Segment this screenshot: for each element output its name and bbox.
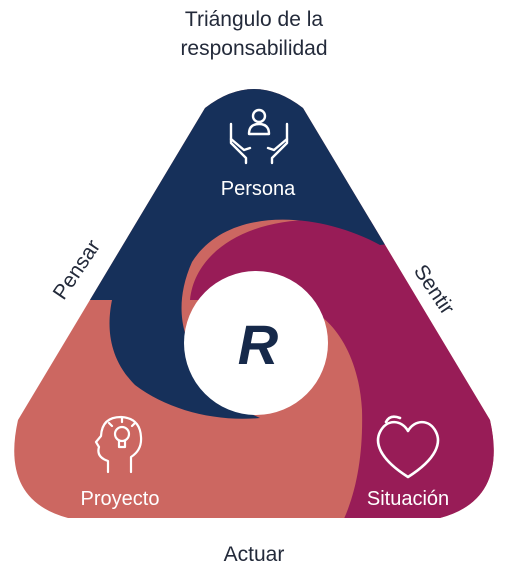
diagram-title-line2: responsabilidad (180, 37, 328, 60)
center-circle (184, 271, 328, 415)
diagram-title-line1: Triángulo de la (184, 8, 324, 31)
hands-person-icon (229, 108, 289, 165)
situacion-segment (190, 219, 494, 518)
heart-icon (376, 415, 440, 479)
situacion-label: Situación (366, 488, 450, 510)
proyecto-label: Proyecto (80, 488, 160, 510)
persona-label: Persona (220, 178, 296, 200)
head-lightbulb-icon (94, 415, 143, 474)
edge-label-actuar: Actuar (223, 543, 285, 566)
center-letter: R (237, 313, 279, 376)
